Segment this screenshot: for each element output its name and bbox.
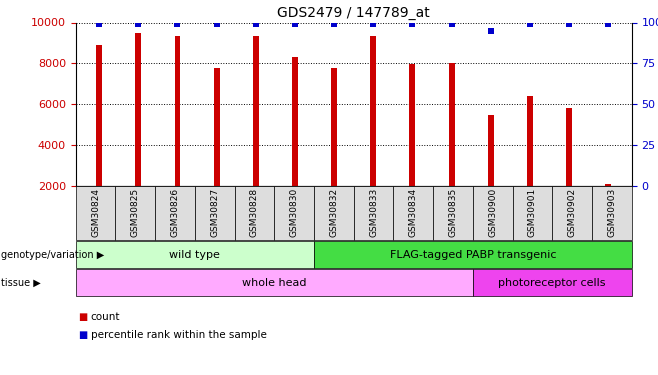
Text: GSM30832: GSM30832: [329, 188, 338, 237]
Text: photoreceptor cells: photoreceptor cells: [499, 278, 606, 288]
Bar: [566, 108, 572, 186]
Title: GDS2479 / 147789_at: GDS2479 / 147789_at: [277, 6, 430, 20]
Text: GSM30830: GSM30830: [290, 188, 299, 237]
Text: ■: ■: [78, 312, 87, 322]
Text: GSM30901: GSM30901: [528, 188, 537, 237]
Text: GSM30902: GSM30902: [568, 188, 576, 237]
Text: count: count: [91, 312, 120, 322]
Bar: [527, 96, 533, 186]
Text: FLAG-tagged PABP transgenic: FLAG-tagged PABP transgenic: [390, 250, 556, 259]
Text: GSM30835: GSM30835: [449, 188, 457, 237]
Text: wild type: wild type: [169, 250, 220, 259]
Text: GSM30833: GSM30833: [369, 188, 378, 237]
Text: percentile rank within the sample: percentile rank within the sample: [91, 330, 266, 340]
Text: GSM30828: GSM30828: [250, 188, 259, 237]
Bar: [174, 36, 180, 186]
Bar: [136, 33, 141, 186]
Text: whole head: whole head: [242, 278, 307, 288]
Bar: [214, 68, 220, 186]
Bar: [409, 64, 415, 186]
Text: GSM30824: GSM30824: [91, 188, 100, 237]
Bar: [370, 36, 376, 186]
Text: GSM30834: GSM30834: [409, 188, 418, 237]
Text: tissue ▶: tissue ▶: [1, 278, 41, 288]
Text: ■: ■: [78, 330, 87, 340]
Bar: [331, 68, 337, 186]
Bar: [605, 184, 611, 186]
Bar: [96, 45, 102, 186]
Bar: [253, 36, 259, 186]
Bar: [488, 115, 494, 186]
Text: GSM30825: GSM30825: [131, 188, 139, 237]
Text: genotype/variation ▶: genotype/variation ▶: [1, 250, 105, 259]
Text: GSM30827: GSM30827: [210, 188, 219, 237]
Bar: [449, 63, 455, 186]
Bar: [292, 57, 298, 186]
Text: GSM30903: GSM30903: [607, 188, 617, 237]
Text: GSM30900: GSM30900: [488, 188, 497, 237]
Text: GSM30826: GSM30826: [170, 188, 180, 237]
